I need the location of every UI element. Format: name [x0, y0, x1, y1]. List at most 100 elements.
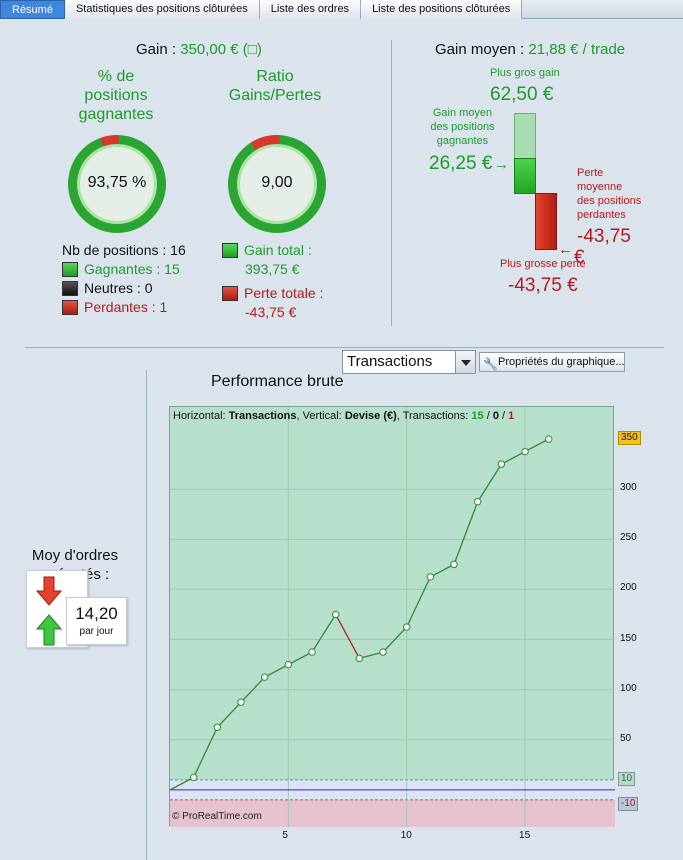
equity-segment — [359, 651, 384, 659]
y-tick-label: 50 — [620, 732, 632, 744]
performance-chart: Horizontal: Transactions, Vertical: Devi… — [169, 406, 615, 827]
performance-title: Performance brute — [211, 373, 344, 390]
equity-point — [189, 773, 198, 782]
equity-segment — [311, 614, 337, 653]
x-tick-label: 10 — [400, 830, 412, 841]
ratio-title: Ratio Gains/Pertes — [228, 68, 322, 104]
equity-segment — [406, 576, 431, 628]
chart-divider — [146, 370, 147, 860]
average-gain-label: Gain moyen : — [435, 41, 525, 58]
tab-bar: Résumé Statistiques des positions clôtur… — [0, 0, 683, 19]
total-gain-label: Gain total : — [244, 242, 312, 258]
equity-segment — [193, 726, 218, 778]
win-percentage-title: % de positions gagnantes — [78, 68, 154, 123]
equity-segment — [382, 626, 408, 653]
equity-point — [521, 447, 529, 456]
equity-point — [379, 648, 387, 656]
total-gain-swatch — [222, 242, 238, 258]
avg-win-arrow-icon: → — [494, 156, 509, 173]
gain-label: Gain : — [136, 41, 177, 58]
chart-horizontal-axis: Transactions — [228, 410, 297, 422]
chart-header: Horizontal: Transactions, Vertical: Devi… — [173, 410, 515, 422]
biggest-loss-label: Plus grosse perte — [500, 258, 586, 270]
y-tick-label: 200 — [620, 582, 637, 594]
performance-select[interactable]: Transactions — [342, 350, 476, 374]
chart-watermark: © ProRealTime.com — [172, 811, 262, 822]
equity-segment — [170, 776, 194, 791]
avg-loss-label: Perte moyenne des positions perdantes — [577, 167, 642, 221]
biggest-gain-value: 62,50 € — [490, 84, 554, 105]
equity-point — [426, 573, 435, 581]
avg-loss-bar — [535, 193, 557, 250]
biggest-gain-label: Plus gros gain — [490, 67, 560, 79]
equity-segment — [264, 664, 289, 678]
equity-point — [497, 460, 506, 468]
winners-swatch — [62, 261, 78, 277]
nb-positions: Nb de positions : 16 — [62, 242, 186, 258]
section-divider — [25, 347, 664, 348]
winners-label: Gagnantes : 15 — [84, 261, 180, 277]
orders-value: 14,20 — [75, 604, 118, 623]
tab-resume[interactable]: Résumé — [0, 0, 65, 19]
total-gain-value: 393,75 € — [245, 261, 300, 277]
equity-point — [331, 610, 340, 619]
chart-properties-label: Propriétés du graphique... — [498, 356, 625, 368]
tab-order-list[interactable]: Liste des ordres — [259, 0, 362, 19]
losers-swatch — [62, 299, 78, 315]
neutral-label: Neutres : 0 — [84, 280, 153, 296]
equity-segment — [335, 614, 360, 659]
losers-label: Perdantes : 1 — [84, 299, 168, 315]
y-tick-label: 100 — [620, 682, 637, 694]
avg-loss-unit: € — [574, 247, 585, 268]
chart-header-prefix: Horizontal: — [173, 410, 226, 422]
avg-win-value: 26,25 € — [429, 153, 493, 174]
average-gain: Gain moyen : 21,88 € / trade — [435, 41, 625, 58]
equity-point — [213, 723, 222, 731]
tab-closed-position-stats[interactable]: Statistiques des positions clôturées — [64, 0, 260, 19]
tab-closed-position-list[interactable]: Liste des positions clôturées — [361, 0, 523, 19]
upper-band — [170, 779, 615, 790]
equity-point — [308, 648, 316, 656]
equity-segment — [288, 651, 313, 666]
avg-loss-arrow-icon: ← — [558, 241, 573, 258]
legend-losers: Perdantes : 1 — [62, 299, 167, 315]
equity-point — [403, 623, 411, 631]
equity-point — [545, 435, 553, 443]
summary-divider — [391, 40, 392, 326]
equity-segment — [524, 438, 550, 453]
zero-band — [170, 789, 615, 800]
orders-unit: par jour — [79, 626, 114, 637]
equity-segment — [216, 701, 242, 728]
equity-segment — [430, 563, 455, 578]
neutral-swatch — [62, 280, 78, 296]
win-percentage-gauge: 93,75 % — [66, 133, 168, 235]
average-gain-value: 21,88 € / trade — [528, 41, 626, 58]
lower-band-tag: -10 — [618, 796, 639, 811]
total-loss-swatch — [222, 285, 238, 301]
performance-chart-svg — [170, 407, 615, 827]
equity-point — [260, 673, 269, 681]
upper-band-tag: 10 — [618, 771, 636, 786]
total-loss-label: Perte totale : — [244, 285, 324, 301]
avg-win-label: Gain moyen des positions gagnantes — [430, 107, 495, 147]
equity-point — [450, 560, 458, 569]
win-percentage-value: 93,75 % — [87, 174, 147, 191]
chart-transactions-neutral: 0 — [492, 410, 499, 422]
chart-properties-button[interactable]: 🔧 Propriétés du graphique... — [479, 352, 625, 372]
x-tick-label: 5 — [282, 830, 288, 841]
chevron-down-icon[interactable] — [455, 351, 475, 373]
equity-point — [284, 660, 293, 669]
chart-transactions-win: 15 — [471, 410, 484, 422]
last-value-tag: 350 — [618, 431, 641, 446]
chart-vertical-axis: Devise (€) — [344, 410, 397, 422]
sell-buy-arrows-icon — [35, 576, 63, 646]
gain-value: 350,00 € (□) — [180, 41, 262, 58]
biggest-loss-value: -43,75 € — [508, 275, 578, 296]
avg-win-bar — [514, 158, 536, 194]
total-gain: Gain total : — [222, 242, 312, 258]
avg-loss-value: -43,75 — [577, 226, 631, 247]
ratio-gauge: 9,00 — [226, 133, 328, 235]
ratio-value: 9,00 — [261, 174, 293, 191]
equity-segment — [501, 451, 526, 465]
equity-point — [474, 498, 482, 506]
